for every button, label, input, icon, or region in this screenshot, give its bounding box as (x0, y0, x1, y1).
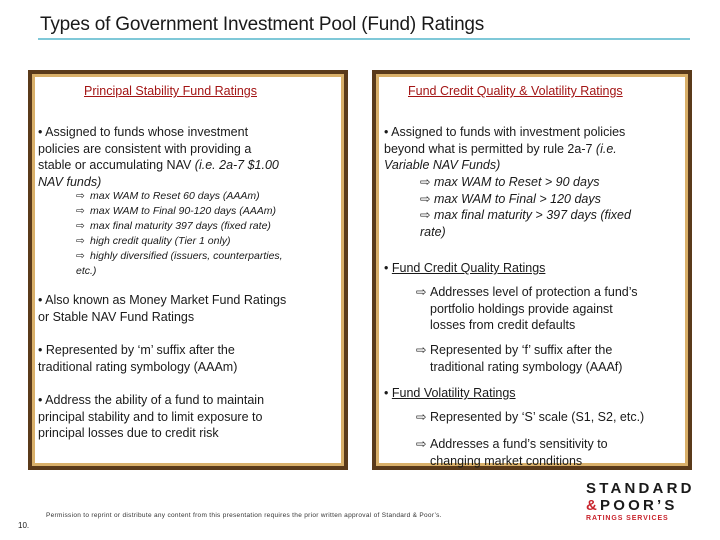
list-item-text: highly diversified (issuers, counterpart… (90, 250, 283, 262)
page-number: 10. (18, 521, 30, 530)
list-item-text: max WAM to Final > 120 days (434, 191, 601, 206)
text-line: • Also known as Money Market Fund Rating… (38, 293, 287, 307)
bullet-assigned: • Assigned to funds whose investment pol… (38, 124, 279, 190)
text-line: beyond what is permitted by rule 2a-7 (i… (384, 141, 625, 158)
bullet-assigned: • Assigned to funds with investment poli… (384, 124, 625, 174)
list-item-text: max WAM to Final 90-120 days (AAAm) (90, 205, 276, 217)
logo-line-2-text: POOR’S (600, 497, 678, 514)
slide-title: Types of Government Investment Pool (Fun… (40, 14, 485, 35)
vol-sensitivity: ⇨ Addresses a fund’s sensitivity to chang… (416, 436, 608, 469)
list-item-text: max WAM to Reset > 90 days (434, 175, 600, 189)
credit-quality-volatility-panel: Fund Credit Quality & Volatility Ratings… (372, 70, 692, 470)
bullet-also-known: • Also known as Money Market Fund Rating… (38, 292, 286, 325)
text-line: Variable NAV Funds) (384, 158, 501, 172)
panel-heading: Fund Credit Quality & Volatility Ratings (408, 84, 623, 98)
text-span-italic: (i.e. (592, 141, 617, 156)
arrow-right-outline-icon: ⇨ (420, 191, 431, 206)
arrow-right-outline-icon: ⇨ (420, 208, 431, 222)
bullet-glyph: • (384, 386, 392, 400)
vol-represented: ⇨ Represented by ‘S’ scale (S1, S2, etc.) (416, 409, 644, 426)
arrow-right-outline-icon: ⇨ (420, 175, 431, 189)
sp-logo: STANDARD &POOR’S RATINGS SERVICES (586, 480, 704, 522)
text-span: Addresses level of protection a fund’s (430, 285, 638, 299)
sub-list: ⇨ max WAM to Reset > 90 days ⇨ max WAM to … (420, 174, 631, 224)
arrow-right-outline-icon: ⇨ (76, 235, 85, 247)
arrow-right-outline-icon: ⇨ (416, 343, 427, 357)
text-line: policies are consistent with providing a (38, 141, 252, 156)
logo-line-1: STANDARD (586, 480, 695, 497)
list-item-continued: etc.) (76, 264, 283, 279)
text-line: principal losses due to credit risk (38, 426, 219, 440)
text-line: ⇨ Addresses level of protection a fund’s (416, 284, 638, 301)
logo-line-2: &POOR’S (586, 497, 704, 514)
list-item: ⇨ max WAM to Final > 120 days (420, 191, 631, 208)
list-item: ⇨ max final maturity 397 days (fixed rate… (76, 219, 283, 234)
text-line: stable or accumulating NAV (i.e. 2a-7 $1… (38, 157, 279, 174)
principal-stability-panel: Principal Stability Fund Ratings • Assig… (28, 70, 348, 470)
arrow-right-outline-icon: ⇨ (416, 437, 427, 451)
text-line: • Assigned to funds whose investment (38, 125, 249, 139)
list-item-text: max final maturity > 397 days (fixed (434, 208, 631, 222)
text-line: ⇨ Represented by ‘S’ scale (S1, S2, etc.) (416, 409, 644, 426)
logo-ampersand: & (586, 497, 601, 514)
text-line: changing market conditions (430, 453, 583, 468)
footer-disclaimer: Permission to reprint or distribute any … (46, 512, 442, 519)
arrow-right-outline-icon: ⇨ (416, 285, 427, 299)
text-line: • Assigned to funds with investment poli… (384, 125, 626, 139)
text-span: Addresses a fund’s sensitivity to (430, 437, 608, 451)
text-line: traditional rating symbology (AAAf) (430, 359, 623, 374)
logo-subtitle: RATINGS SERVICES (586, 515, 669, 522)
arrow-right-outline-icon: ⇨ (76, 190, 85, 202)
text-line: NAV funds) (38, 174, 102, 189)
text-span: stable or accumulating NAV (38, 158, 192, 172)
title-underline (38, 38, 690, 40)
text-span: beyond what is permitted by rule 2a-7 (384, 141, 593, 156)
text-line: ⇨ Addresses a fund’s sensitivity to (416, 436, 608, 453)
list-item: ⇨ high credit quality (Tier 1 only) (76, 234, 283, 249)
list-item-continued: rate) (420, 225, 446, 239)
list-item: ⇨ max WAM to Reset > 90 days (420, 174, 631, 191)
credit-quality-heading: • Fund Credit Quality Ratings (384, 260, 545, 277)
volatility-heading: • Fund Volatility Ratings (384, 385, 516, 402)
panel-heading: Principal Stability Fund Ratings (84, 84, 257, 98)
list-item: ⇨ max WAM to Reset 60 days (AAAm) (76, 189, 283, 204)
arrow-right-outline-icon: ⇨ (416, 410, 427, 424)
heading-text: Fund Credit Quality Ratings (391, 261, 546, 275)
list-item-text: etc.) (76, 265, 97, 277)
text-span-italic: (i.e. 2a-7 $1.00 (191, 158, 279, 172)
heading-text: Fund Volatility Ratings (391, 386, 516, 400)
list-item: ⇨ max final maturity > 397 days (fixed (420, 207, 631, 224)
arrow-right-outline-icon: ⇨ (76, 205, 85, 217)
list-item-text: high credit quality (Tier 1 only) (90, 235, 231, 247)
bullet-address: • Address the ability of a fund to maint… (38, 392, 264, 442)
text-line: ⇨ Represented by ‘f’ suffix after the (416, 342, 622, 359)
list-item: ⇨ max WAM to Final 90-120 days (AAAm) (76, 204, 283, 219)
text-line: traditional rating symbology (AAAm) (38, 359, 238, 374)
text-line: • Represented by ‘m’ suffix after the (38, 343, 235, 357)
cq-protection: ⇨ Addresses level of protection a fund’s … (416, 284, 638, 334)
text-line: or Stable NAV Fund Ratings (38, 309, 195, 324)
list-item: ⇨ highly diversified (issuers, counterpar… (76, 249, 283, 264)
text-line: • Address the ability of a fund to maint… (38, 393, 265, 407)
arrow-right-outline-icon: ⇨ (76, 250, 85, 262)
text-line: portfolio holdings provide against (430, 301, 613, 316)
text-line: losses from credit defaults (430, 318, 576, 332)
sub-list: ⇨ max WAM to Reset 60 days (AAAm) ⇨ max WA… (76, 189, 283, 279)
list-item-text: max final maturity 397 days (fixed rate) (90, 220, 271, 232)
bullet-represented: • Represented by ‘m’ suffix after the tr… (38, 342, 237, 375)
cq-represented: ⇨ Represented by ‘f’ suffix after the tra… (416, 342, 622, 375)
text-span: Represented by ‘S’ scale (S1, S2, etc.) (430, 410, 645, 424)
text-span: Represented by ‘f’ suffix after the (430, 343, 613, 357)
text-line: principal stability and to limit exposur… (38, 409, 263, 424)
bullet-glyph: • (384, 261, 392, 275)
arrow-right-outline-icon: ⇨ (76, 220, 85, 232)
list-item-text: max WAM to Reset 60 days (AAAm) (90, 190, 260, 202)
